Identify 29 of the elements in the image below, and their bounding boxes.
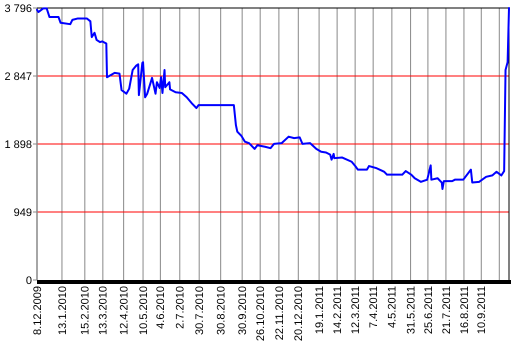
y-tick-label: 3 796 [4, 2, 32, 15]
x-tick-label: 4.5.2011 [386, 286, 399, 328]
x-tick-label: 2.7.2010 [174, 286, 187, 329]
x-tick-label: 8.12.2009 [32, 286, 44, 335]
x-tick-label: 13.1.2010 [56, 286, 69, 335]
y-tick-label: 0 [26, 274, 32, 287]
x-tick-label: 25.6.2011 [422, 286, 435, 334]
x-tick-label: 4.6.2010 [155, 286, 168, 329]
x-tick-label: 12.4.2010 [118, 286, 130, 335]
x-tick-label: 19.1.2011 [314, 286, 326, 334]
x-tick-label: 20.12.2010 [293, 286, 306, 342]
x-tick-label: 30.8.2010 [216, 286, 228, 335]
y-tick-label: 2 847 [4, 70, 32, 83]
x-tick-label: 13.3.2010 [98, 286, 110, 335]
x-tick-label: 14.2.2011 [332, 286, 344, 334]
x-tick-label: 22.11.2010 [274, 286, 286, 340]
y-tick-label: 1 898 [4, 138, 32, 151]
y-tick-label: 949 [14, 206, 32, 219]
x-tick-label: 16.8.2011 [458, 286, 471, 334]
x-tick-label: 10.9.2011 [476, 286, 488, 334]
x-tick-label: 31.5.2011 [405, 286, 418, 334]
x-tick-label: 12.3.2011 [350, 286, 362, 334]
x-tick-label: 15.2.2010 [80, 286, 92, 335]
x-tick-label: 26.10.2010 [255, 286, 268, 342]
x-tick-label: 7.4.2011 [368, 286, 380, 328]
x-tick-label: 30.9.2010 [237, 286, 250, 335]
x-tick-label: 10.5.2010 [138, 286, 150, 335]
x-tick-label: 30.7.2010 [194, 286, 206, 335]
x-tick-label: 21.7.2011 [440, 286, 453, 334]
